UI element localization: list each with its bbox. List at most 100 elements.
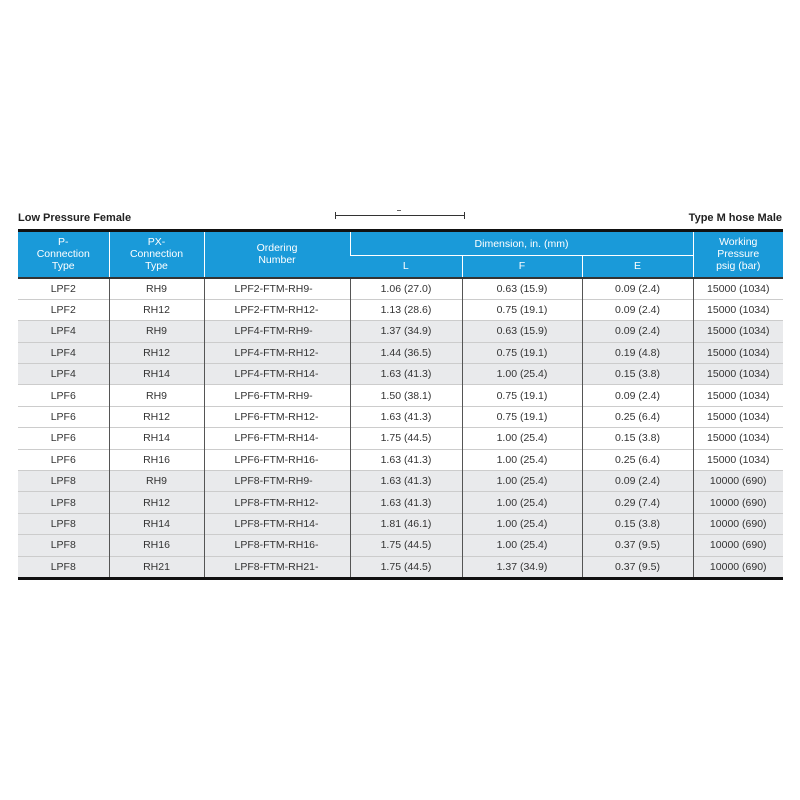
table-row: LPF6 RH12 LPF6-FTM-RH12- 1.63 (41.3) 0.75 (1…: [18, 405, 783, 428]
cell-dim-e: 0.15 (3.8): [581, 512, 693, 535]
table-row: LPF2 RH9 LPF2-FTM-RH9- 1.06 (27.0) 0.63 (15.…: [18, 277, 783, 300]
cell-working-pressure: 10000 (690): [692, 555, 783, 579]
cell-dim-f: 1.00 (25.4): [461, 363, 582, 385]
cell-dim-f: 1.00 (25.4): [461, 491, 582, 514]
cell-dim-e: 0.19 (4.8): [581, 341, 693, 364]
cell-dim-f: 1.00 (25.4): [461, 470, 582, 492]
cell-dim-f: 1.37 (34.9): [461, 555, 582, 579]
cell-ordering-number: LPF8-FTM-RH14-: [203, 512, 350, 535]
cell-p-connection: LPF8: [18, 470, 109, 492]
cell-dim-e: 0.25 (6.4): [581, 448, 693, 471]
cell-dim-l: 1.63 (41.3): [349, 491, 462, 514]
header-e: E: [581, 255, 693, 278]
cell-px-connection: RH14: [108, 363, 204, 385]
table-row: LPF6 RH9 LPF6-FTM-RH9- 1.50 (38.1) 0.75 (19.…: [18, 384, 783, 407]
cell-dim-f: 1.00 (25.4): [461, 427, 582, 450]
cell-p-connection: LPF4: [18, 341, 109, 364]
cell-ordering-number: LPF6-FTM-RH16-: [203, 448, 350, 471]
cell-p-connection: LPF2: [18, 277, 109, 300]
cell-p-connection: LPF6: [18, 427, 109, 450]
cell-dim-l: 1.13 (28.6): [349, 298, 462, 321]
cell-dim-l: 1.50 (38.1): [349, 384, 462, 407]
cell-working-pressure: 15000 (1034): [692, 427, 783, 450]
header-px-connection: PX- Connection Type: [108, 230, 204, 278]
table-row: LPF8 RH9 LPF8-FTM-RH9- 1.63 (41.3) 1.00 (25.…: [18, 470, 783, 492]
cell-dim-l: 1.63 (41.3): [349, 448, 462, 471]
cell-dim-f: 0.75 (19.1): [461, 298, 582, 321]
cell-ordering-number: LPF8-FTM-RH21-: [203, 555, 350, 579]
cell-ordering-number: LPF2-FTM-RH12-: [203, 298, 350, 321]
cell-working-pressure: 15000 (1034): [692, 405, 783, 428]
cell-px-connection: RH12: [108, 341, 204, 364]
cell-dim-e: 0.15 (3.8): [581, 363, 693, 385]
cell-p-connection: LPF8: [18, 534, 109, 557]
cell-dim-e: 0.09 (2.4): [581, 277, 693, 300]
cell-ordering-number: LPF2-FTM-RH9-: [203, 277, 350, 300]
cell-px-connection: RH16: [108, 448, 204, 471]
cell-working-pressure: 10000 (690): [692, 534, 783, 557]
cell-dim-l: 1.75 (44.5): [349, 555, 462, 579]
table-row: LPF6 RH16 LPF6-FTM-RH16- 1.63 (41.3) 1.00 (2…: [18, 448, 783, 471]
cell-p-connection: LPF6: [18, 405, 109, 428]
cell-working-pressure: 15000 (1034): [692, 448, 783, 471]
cell-px-connection: RH14: [108, 512, 204, 535]
cell-dim-e: 0.09 (2.4): [581, 298, 693, 321]
cell-dim-f: 0.75 (19.1): [461, 384, 582, 407]
cell-p-connection: LPF8: [18, 512, 109, 535]
cell-px-connection: RH21: [108, 555, 204, 579]
header-ordering-number: Ordering Number: [203, 230, 350, 278]
cell-dim-f: 1.00 (25.4): [461, 448, 582, 471]
header-working-pressure: Working Pressure psig (bar): [692, 230, 783, 278]
table-row: LPF8 RH16 LPF8-FTM-RH16- 1.75 (44.5) 1.00 (2…: [18, 534, 783, 557]
header-dimension: Dimension, in. (mm): [349, 230, 693, 256]
cell-working-pressure: 10000 (690): [692, 491, 783, 514]
cell-dim-e: 0.25 (6.4): [581, 405, 693, 428]
cell-dim-e: 0.09 (2.4): [581, 320, 693, 343]
table-row: LPF8 RH21 LPF8-FTM-RH21- 1.75 (44.5) 1.37 (3…: [18, 555, 783, 579]
cell-p-connection: LPF8: [18, 555, 109, 579]
dimension-arrow-icon: [335, 210, 465, 219]
cell-dim-f: 1.00 (25.4): [461, 512, 582, 535]
cell-px-connection: RH9: [108, 320, 204, 343]
table-row: LPF4 RH9 LPF4-FTM-RH9- 1.37 (34.9) 0.63 (15.…: [18, 320, 783, 343]
cell-px-connection: RH9: [108, 470, 204, 492]
cell-px-connection: RH9: [108, 277, 204, 300]
cell-dim-l: 1.06 (27.0): [349, 277, 462, 300]
cell-ordering-number: LPF6-FTM-RH9-: [203, 384, 350, 407]
cell-dim-l: 1.63 (41.3): [349, 470, 462, 492]
cell-px-connection: RH16: [108, 534, 204, 557]
cell-ordering-number: LPF8-FTM-RH12-: [203, 491, 350, 514]
cell-dim-f: 0.75 (19.1): [461, 341, 582, 364]
cell-dim-e: 0.09 (2.4): [581, 470, 693, 492]
table-row: LPF2 RH12 LPF2-FTM-RH12- 1.13 (28.6) 0.75 (1…: [18, 298, 783, 321]
table-row: LPF8 RH14 LPF8-FTM-RH14- 1.81 (46.1) 1.00 (2…: [18, 512, 783, 535]
cell-dim-l: 1.63 (41.3): [349, 405, 462, 428]
cell-dim-l: 1.75 (44.5): [349, 534, 462, 557]
header-p-connection: P- Connection Type: [18, 230, 109, 278]
cell-ordering-number: LPF4-FTM-RH12-: [203, 341, 350, 364]
cell-px-connection: RH9: [108, 384, 204, 407]
cell-ordering-number: LPF4-FTM-RH14-: [203, 363, 350, 385]
cell-working-pressure: 15000 (1034): [692, 320, 783, 343]
spec-table: P- Connection Type PX- Connection Type O…: [18, 229, 783, 580]
cell-working-pressure: 15000 (1034): [692, 298, 783, 321]
cell-dim-f: 0.63 (15.9): [461, 320, 582, 343]
cell-working-pressure: 15000 (1034): [692, 384, 783, 407]
header-f: F: [461, 255, 582, 278]
cell-dim-e: 0.15 (3.8): [581, 427, 693, 450]
cell-dim-e: 0.37 (9.5): [581, 534, 693, 557]
cell-ordering-number: LPF6-FTM-RH12-: [203, 405, 350, 428]
cell-working-pressure: 15000 (1034): [692, 363, 783, 385]
caption-right: Type M hose Male: [688, 212, 782, 224]
cell-px-connection: RH12: [108, 298, 204, 321]
cell-p-connection: LPF6: [18, 384, 109, 407]
cell-dim-f: 0.63 (15.9): [461, 277, 582, 300]
cell-dim-e: 0.29 (7.4): [581, 491, 693, 514]
cell-dim-e: 0.09 (2.4): [581, 384, 693, 407]
cell-ordering-number: LPF8-FTM-RH9-: [203, 470, 350, 492]
cell-dim-l: 1.44 (36.5): [349, 341, 462, 364]
cell-ordering-number: LPF8-FTM-RH16-: [203, 534, 350, 557]
cell-dim-l: 1.37 (34.9): [349, 320, 462, 343]
cell-working-pressure: 10000 (690): [692, 512, 783, 535]
cell-p-connection: LPF4: [18, 363, 109, 385]
